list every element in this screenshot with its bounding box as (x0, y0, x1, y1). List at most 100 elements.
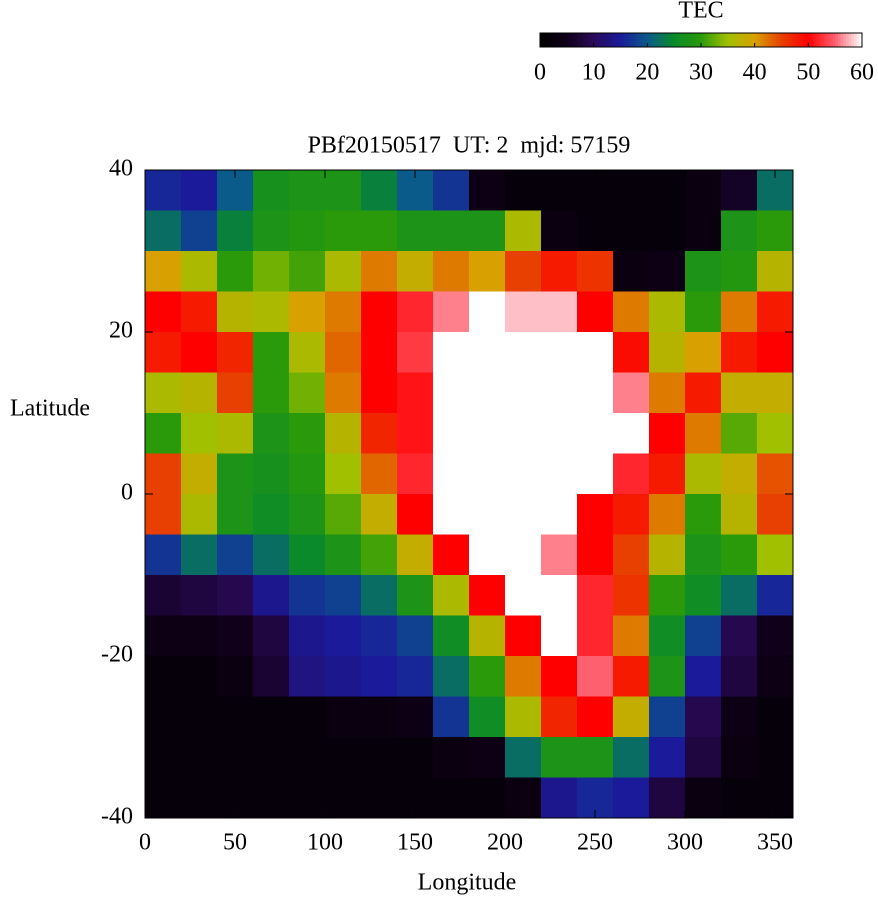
heatmap-cell (541, 332, 578, 373)
y-tick-label: 20 (109, 318, 133, 344)
colorbar-swatch (725, 33, 729, 47)
heatmap-cell (325, 413, 362, 454)
colorbar-swatch (542, 33, 546, 47)
heatmap-cell (397, 413, 434, 454)
heatmap-cell (325, 332, 362, 373)
colorbar-swatch (548, 33, 552, 47)
heatmap-cell (685, 696, 722, 738)
heatmap-cell (613, 737, 650, 778)
heatmap-cell (469, 453, 506, 495)
colorbar-swatch (837, 33, 842, 47)
heatmap-cell (613, 696, 650, 738)
heatmap-cell (253, 170, 290, 211)
heatmap-cell (217, 413, 254, 454)
heatmap-cell (289, 777, 326, 819)
heatmap-cell (289, 615, 326, 657)
colorbar-title: TEC (678, 0, 723, 24)
colorbar-swatch (695, 33, 699, 47)
heatmap-cell (253, 656, 290, 697)
heatmap-cell (217, 534, 254, 576)
heatmap-cell (685, 737, 722, 778)
heatmap-cell (433, 332, 470, 373)
heatmap-cell (397, 291, 434, 333)
heatmap-cell (289, 332, 326, 373)
heatmap-cell (325, 291, 362, 333)
y-tick-label: 0 (121, 480, 133, 506)
heatmap-cell (577, 332, 614, 373)
heatmap-cell (253, 737, 290, 778)
colorbar-swatch (840, 33, 844, 47)
colorbar-swatch (658, 33, 662, 47)
colorbar-swatch (859, 33, 863, 47)
heatmap-cell (685, 372, 722, 414)
colorbar-swatch (590, 33, 595, 47)
heatmap-cell (757, 656, 794, 697)
colorbar-swatch (580, 33, 584, 47)
colorbar-swatch (778, 33, 782, 47)
heatmap-cell (217, 615, 254, 657)
heatmap-cell (469, 696, 506, 738)
heatmap-cell (253, 453, 290, 495)
colorbar-tick-label: 20 (635, 60, 659, 86)
heatmap-cell (289, 210, 326, 252)
heatmap-cell (325, 251, 362, 292)
heatmap-cell (685, 413, 722, 454)
heatmap-cell (181, 737, 218, 778)
colorbar-swatch (692, 33, 697, 47)
heatmap-cell (757, 453, 794, 495)
heatmap-cell (145, 291, 182, 333)
heatmap-cell (721, 372, 758, 414)
heatmap-cell (361, 777, 398, 819)
heatmap-cell (397, 210, 434, 252)
colorbar-swatch (631, 33, 635, 47)
heatmap-cell (325, 575, 362, 616)
heatmap-cell (721, 413, 758, 454)
heatmap-cell (397, 453, 434, 495)
heatmap-cell (757, 291, 794, 333)
heatmap-cell (685, 210, 722, 252)
colorbar-swatch (599, 33, 603, 47)
heatmap-cell (541, 251, 578, 292)
heatmap-cell (613, 170, 650, 211)
colorbar-swatch (572, 33, 576, 47)
colorbar-swatch (674, 33, 678, 47)
colorbar-swatch (754, 33, 758, 47)
heatmap-cell (541, 291, 578, 333)
colorbar-swatch (676, 33, 681, 47)
y-tick-label: -40 (101, 804, 133, 830)
heatmap-cell (469, 413, 506, 454)
heatmap-cell (505, 413, 542, 454)
heatmap-cell (613, 494, 650, 535)
heatmap-cell (325, 494, 362, 535)
heatmap-cell (325, 656, 362, 697)
colorbar-swatch (593, 33, 597, 47)
heatmap-cell (361, 372, 398, 414)
x-tick-label: 50 (223, 830, 247, 856)
heatmap-cell (649, 332, 686, 373)
heatmap-cell (577, 372, 614, 414)
heatmap-cell (685, 494, 722, 535)
colorbar-swatch (569, 33, 573, 47)
heatmap-cell (685, 656, 722, 697)
heatmap-cell (541, 372, 578, 414)
colorbar-swatch (733, 33, 737, 47)
colorbar-swatch (625, 33, 630, 47)
colorbar-swatch (660, 33, 664, 47)
heatmap-cell (181, 413, 218, 454)
heatmap-cell (469, 291, 506, 333)
heatmap-cell (253, 777, 290, 819)
heatmap-cell (325, 170, 362, 211)
colorbar-swatch (819, 33, 823, 47)
colorbar-tick-label: 0 (534, 60, 546, 86)
heatmap-cell (145, 413, 182, 454)
x-tick-label: 0 (139, 830, 151, 856)
heatmap-cell (577, 251, 614, 292)
heatmap-cell (469, 575, 506, 616)
heatmap-cell (253, 291, 290, 333)
heatmap-cell (433, 372, 470, 414)
colorbar-swatch (770, 33, 774, 47)
heatmap-cell (685, 291, 722, 333)
heatmap-cell (433, 656, 470, 697)
x-tick-label: 250 (577, 830, 613, 856)
